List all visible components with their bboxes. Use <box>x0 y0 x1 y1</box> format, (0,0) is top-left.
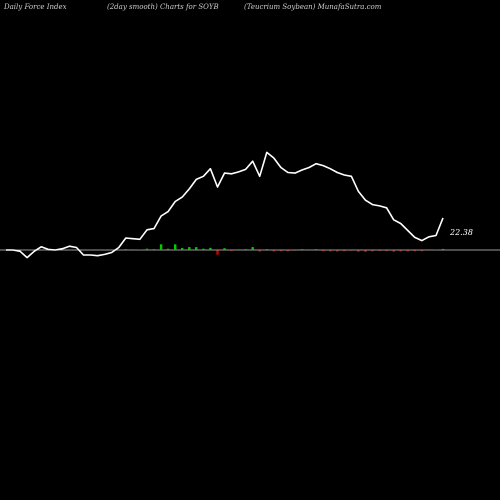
force-bar <box>300 249 304 250</box>
force-bar <box>322 250 325 252</box>
force-bar <box>166 248 170 250</box>
force-bar <box>152 249 156 250</box>
force-bar <box>174 244 177 250</box>
force-index-line <box>6 151 444 259</box>
force-bar <box>272 250 275 252</box>
force-bar <box>202 248 205 250</box>
force-bar <box>343 250 346 252</box>
force-bar <box>413 250 416 252</box>
force-bar <box>279 250 283 252</box>
force-bar <box>329 250 332 252</box>
force-bar <box>314 249 318 250</box>
force-bar <box>420 250 424 252</box>
force-bar <box>131 249 135 250</box>
force-bar <box>181 248 184 250</box>
force-bar <box>357 250 360 252</box>
force-bar <box>124 249 127 250</box>
force-bar <box>188 247 191 250</box>
chart-source-label: (Teucrium Soybean) MunafaSutra.com <box>244 3 382 11</box>
force-bar <box>244 249 247 250</box>
force-bars <box>124 244 445 255</box>
force-bar <box>216 250 219 255</box>
force-bar <box>371 250 374 252</box>
force-bar <box>336 250 339 252</box>
force-bar <box>195 247 198 250</box>
force-bar <box>223 248 226 250</box>
force-bar <box>159 244 163 250</box>
force-bar <box>237 249 240 250</box>
chart-type-label: Daily Force Index <box>4 3 67 11</box>
force-bar <box>258 250 261 252</box>
force-bar <box>364 250 367 252</box>
force-bar <box>427 249 431 250</box>
force-bar <box>406 250 409 252</box>
force-bar <box>286 250 290 252</box>
force-bar <box>265 249 268 250</box>
force-bar <box>307 249 311 250</box>
force-bar <box>399 250 402 252</box>
force-bar <box>392 250 395 252</box>
force-bar <box>251 247 254 250</box>
last-value-label: 22.38 <box>449 228 473 237</box>
force-bar <box>441 248 445 250</box>
force-bar <box>385 250 388 252</box>
force-bar <box>145 248 149 250</box>
chart-subtitle: (2day smooth) Charts for SOYB <box>107 3 219 11</box>
force-bar <box>209 247 212 250</box>
